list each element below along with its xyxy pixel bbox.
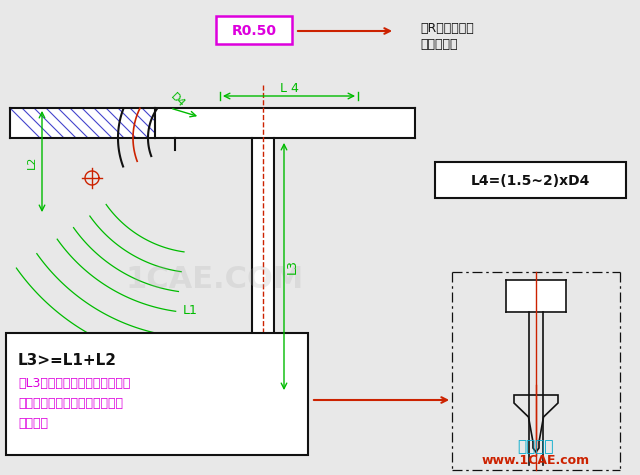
FancyBboxPatch shape bbox=[435, 162, 626, 198]
Polygon shape bbox=[252, 138, 274, 395]
Text: D4: D4 bbox=[169, 91, 187, 109]
Text: 角刈出料属: 角刈出料属 bbox=[420, 38, 458, 51]
Text: 料顶针。: 料顶针。 bbox=[18, 417, 48, 430]
Text: R0.50: R0.50 bbox=[232, 24, 276, 38]
Text: www.1CAE.com: www.1CAE.com bbox=[482, 455, 590, 467]
FancyBboxPatch shape bbox=[6, 333, 308, 455]
Text: L3: L3 bbox=[285, 259, 298, 274]
Text: L4=(1.5~2)xD4: L4=(1.5~2)xD4 bbox=[470, 174, 589, 188]
Text: L3>=L1+L2: L3>=L1+L2 bbox=[18, 353, 117, 368]
Text: L 4: L 4 bbox=[280, 83, 298, 95]
Text: 仿真在线: 仿真在线 bbox=[518, 439, 554, 455]
FancyBboxPatch shape bbox=[216, 16, 292, 44]
Text: 如L3值大于模仁或接近模仁厅度: 如L3值大于模仁或接近模仁厅度 bbox=[18, 377, 131, 390]
Text: L1: L1 bbox=[182, 304, 197, 316]
Polygon shape bbox=[506, 280, 566, 312]
Text: 1CAE.COM: 1CAE.COM bbox=[126, 266, 304, 294]
Polygon shape bbox=[10, 108, 155, 138]
Text: 倒R角，防止锐: 倒R角，防止锐 bbox=[420, 22, 474, 35]
Text: 时，采用右图的方式做插入式拉: 时，采用右图的方式做插入式拉 bbox=[18, 397, 123, 410]
Text: L2: L2 bbox=[27, 155, 37, 169]
Polygon shape bbox=[155, 108, 415, 138]
